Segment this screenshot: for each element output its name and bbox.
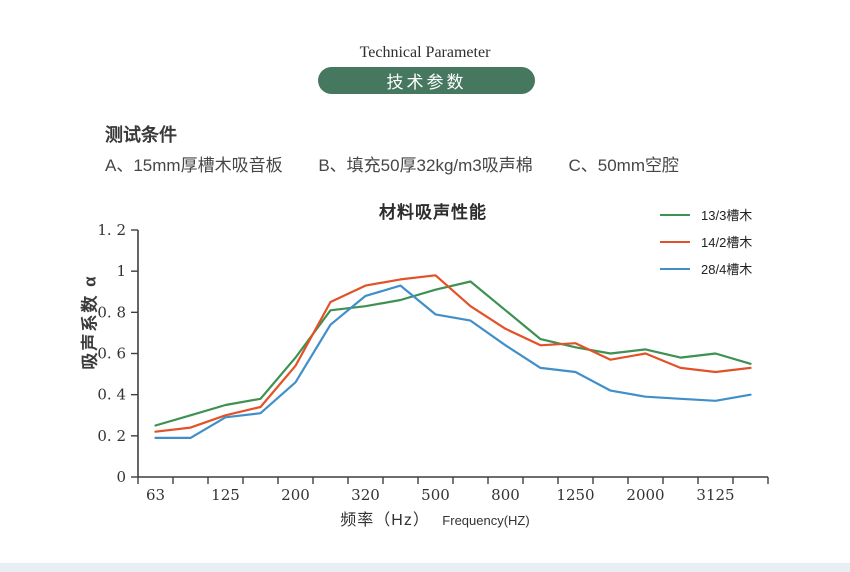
x-tick-label: 125 xyxy=(211,486,240,504)
chart-title: 材料吸声性能 xyxy=(379,203,487,222)
legend-label: 13/3槽木 xyxy=(701,208,753,223)
series-line xyxy=(154,280,752,427)
x-tick-label: 800 xyxy=(491,486,520,504)
legend-item: 28/4槽木 xyxy=(660,255,752,282)
legend-label: 14/2槽木 xyxy=(701,235,753,250)
y-tick-label: 0. 6 xyxy=(97,345,126,363)
series-line xyxy=(154,274,752,433)
condition-a: A、15mm厚槽木吸音板 xyxy=(105,156,283,175)
section-title-en: Technical Parameter xyxy=(359,44,491,61)
condition-b: B、填充50厚32kg/m3吸声棉 xyxy=(318,156,533,175)
y-tick-label: 1 xyxy=(116,262,126,280)
chart-legend: 13/3槽木 14/2槽木 28/4槽木 xyxy=(660,201,752,282)
footer-strip xyxy=(0,563,850,572)
y-tick-label: 0. 8 xyxy=(97,303,126,321)
x-tick-label: 3125 xyxy=(696,486,734,504)
legend-item: 13/3槽木 xyxy=(660,201,752,228)
legend-line-swatch-red xyxy=(660,240,690,243)
x-tick-label: 1250 xyxy=(556,486,594,504)
x-tick-label: 200 xyxy=(281,486,310,504)
section-badge: 技术参数 xyxy=(318,67,535,94)
condition-c: C、50mm空腔 xyxy=(568,156,680,175)
x-tick-label: 63 xyxy=(146,486,165,504)
x-axis-title-en: Frequency(HZ) xyxy=(442,513,530,528)
y-tick-label: 1. 2 xyxy=(97,221,126,239)
legend-item: 14/2槽木 xyxy=(660,228,752,255)
series-line xyxy=(154,284,752,439)
x-axis-title-cn: 频率（Hz） xyxy=(340,512,430,529)
x-tick-label: 500 xyxy=(421,486,450,504)
x-tick-label: 2000 xyxy=(626,486,664,504)
section-badge-text: 技术参数 xyxy=(386,73,467,92)
legend-line-swatch-green xyxy=(660,213,690,216)
test-conditions-row: A、15mm厚槽木吸音板 B、填充50厚32kg/m3吸声棉 C、50mm空腔 xyxy=(105,151,710,176)
y-tick-label: 0. 4 xyxy=(97,386,126,404)
y-tick-label: 0. 2 xyxy=(97,427,126,445)
test-conditions-heading: 测试条件 xyxy=(105,125,177,145)
legend-label: 28/4槽木 xyxy=(701,262,753,277)
y-tick-label: 0 xyxy=(116,468,126,486)
x-axis-title: 频率（Hz） Frequency(HZ) xyxy=(105,506,765,530)
legend-line-swatch-blue xyxy=(660,267,690,270)
x-tick-label: 320 xyxy=(351,486,380,504)
